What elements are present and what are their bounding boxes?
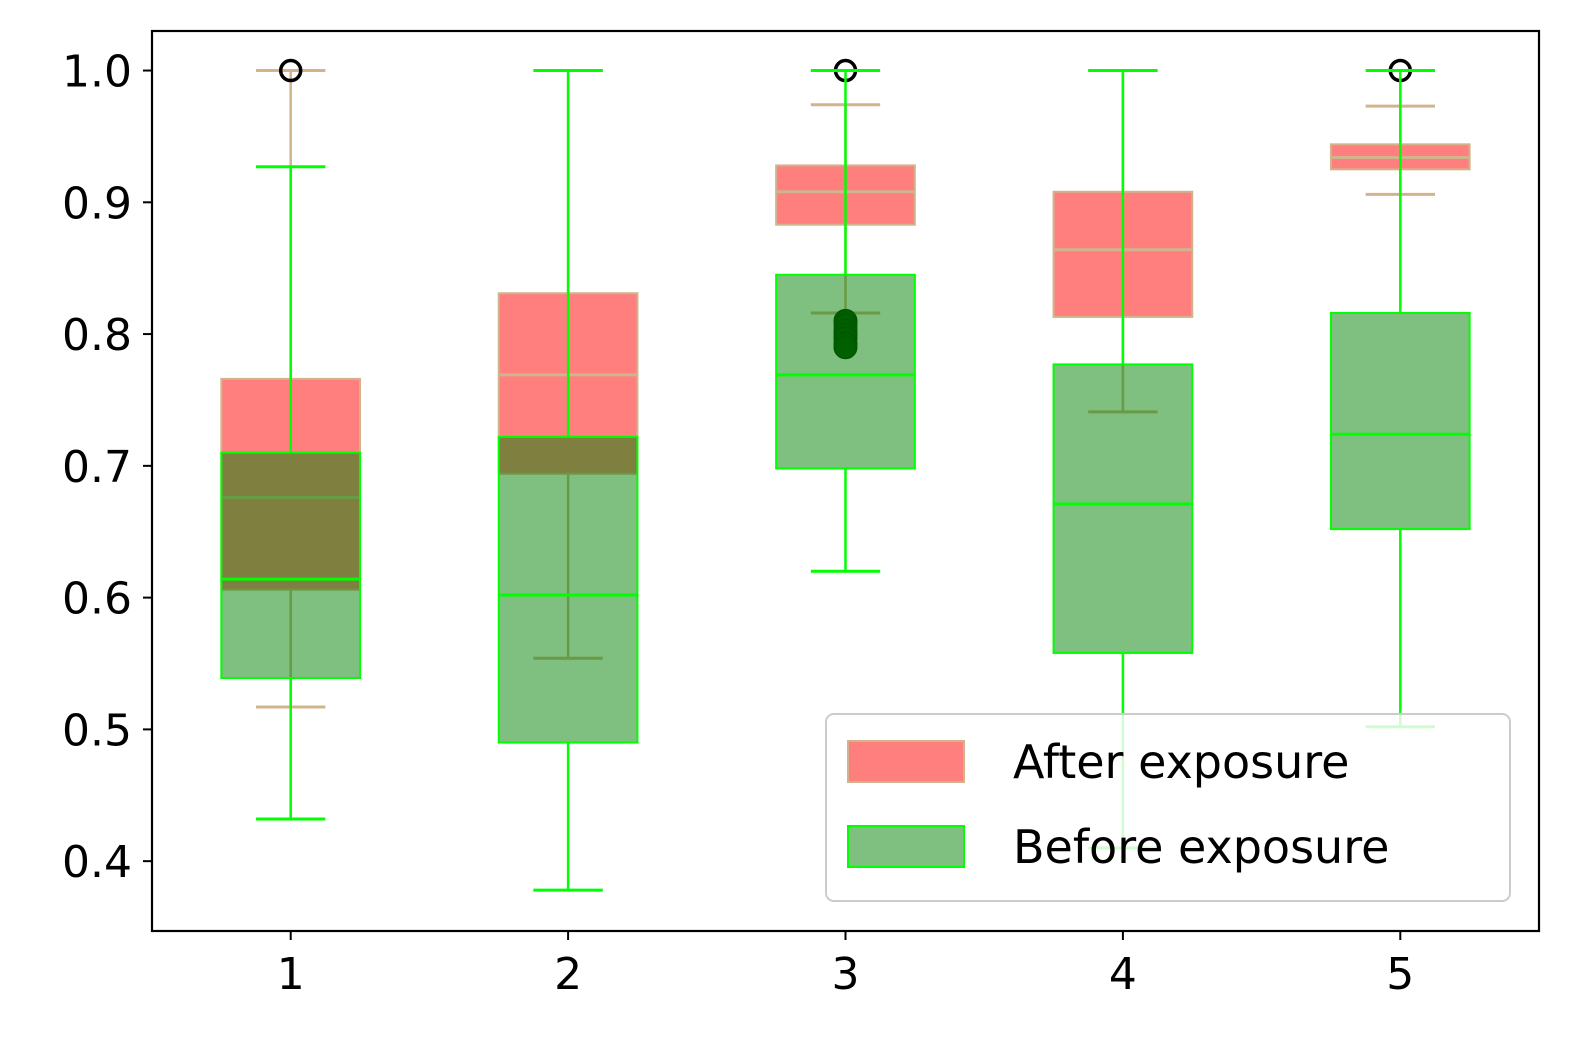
legend-label-before-exposure: Before exposure	[1013, 820, 1389, 874]
legend-swatch-after-exposure	[847, 740, 965, 783]
box-group-before-exposure-5	[1329, 69, 1471, 729]
y-tick-label: 0.7	[62, 442, 132, 493]
x-tick-label: 4	[1109, 949, 1137, 1000]
outlier-point	[278, 58, 303, 83]
box-before-exposure-5	[1329, 311, 1471, 531]
y-tick-label: 0.6	[62, 574, 132, 625]
axes-frame	[150, 29, 1541, 933]
box-before-exposure-1	[220, 451, 362, 679]
plot-area	[220, 58, 1471, 892]
box-before-exposure-3	[775, 273, 916, 470]
box-group-before-exposure-1	[220, 165, 362, 821]
legend-label-after-exposure: After exposure	[1013, 735, 1349, 789]
y-tick-label: 0.4	[62, 837, 132, 888]
y-tick-label: 0.5	[62, 705, 132, 756]
x-tick-label: 2	[554, 949, 582, 1000]
box-group-before-exposure-3	[775, 69, 916, 573]
box-group-before-exposure-2	[497, 69, 639, 892]
y-tick-label: 0.8	[62, 310, 132, 361]
x-tick-label: 5	[1386, 949, 1414, 1000]
box-before-exposure-4	[1052, 363, 1194, 654]
series-before-exposure	[220, 69, 1471, 892]
legend-frame	[825, 713, 1511, 902]
x-tick-label: 1	[277, 949, 305, 1000]
legend-swatch-before-exposure	[847, 825, 965, 868]
box-group-before-exposure-4	[1052, 69, 1194, 850]
y-axis: 0.4 0.5 0.6 0.7 0.8 0.9 1.0	[62, 47, 152, 888]
box-before-exposure-2	[497, 435, 639, 744]
y-tick-label: 0.9	[62, 178, 132, 229]
x-tick-label: 3	[832, 949, 860, 1000]
x-axis: 1 2 3 4 5	[277, 931, 1414, 1000]
y-tick-label: 1.0	[62, 47, 132, 98]
legend: After exposure Before exposure	[825, 713, 1511, 902]
